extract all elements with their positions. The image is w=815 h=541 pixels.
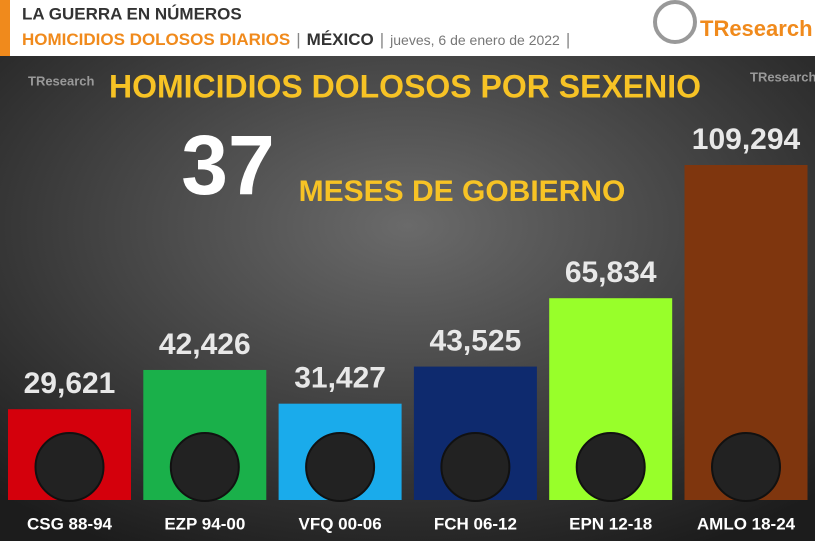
country: MÉXICO <box>307 30 374 49</box>
value-label: 31,427 <box>294 362 386 395</box>
subtitle: HOMICIDIOS DOLOSOS DIARIOS <box>22 30 290 49</box>
value-label: 42,426 <box>159 328 251 361</box>
chart-title: HOMICIDIOS DOLOSOS POR SEXENIO <box>109 68 701 104</box>
separator: | <box>380 30 384 49</box>
portrait <box>711 432 781 502</box>
header-bg <box>0 0 815 56</box>
header-subtitle: HOMICIDIOS DOLOSOS DIARIOS | MÉXICO | jueves… <box>22 30 570 49</box>
logo: TResearch <box>700 16 813 41</box>
date: jueves, 6 de enero de 2022 <box>389 32 560 48</box>
header-title: LA GUERRA EN NÚMEROS <box>22 4 242 23</box>
portrait <box>575 432 646 502</box>
value-label: 43,525 <box>430 325 522 358</box>
value-label: 29,621 <box>24 367 116 400</box>
value-label: 65,834 <box>565 256 657 289</box>
portrait <box>34 432 105 502</box>
header-accent <box>0 0 10 56</box>
logo-icon <box>653 0 697 44</box>
value-label: 109,294 <box>692 123 801 156</box>
portrait <box>169 432 240 502</box>
months-number: 37 <box>181 118 274 212</box>
logo-small: TResearch <box>28 73 95 88</box>
portrait <box>440 432 511 502</box>
portrait <box>305 432 376 502</box>
x-tick-label: CSG 88-94 <box>27 514 113 533</box>
x-tick-label: VFQ 00-06 <box>299 514 382 533</box>
x-tick-label: EPN 12-18 <box>569 514 652 533</box>
months-label: MESES DE GOBIERNO <box>299 175 626 208</box>
separator: | <box>566 30 570 49</box>
logo-small: TResearch <box>750 69 815 84</box>
x-tick-label: EZP 94-00 <box>164 514 245 533</box>
x-tick-label: AMLO 18-24 <box>697 514 796 533</box>
x-tick-label: FCH 06-12 <box>434 514 517 533</box>
chart-bg <box>0 56 815 541</box>
separator: | <box>296 30 300 49</box>
